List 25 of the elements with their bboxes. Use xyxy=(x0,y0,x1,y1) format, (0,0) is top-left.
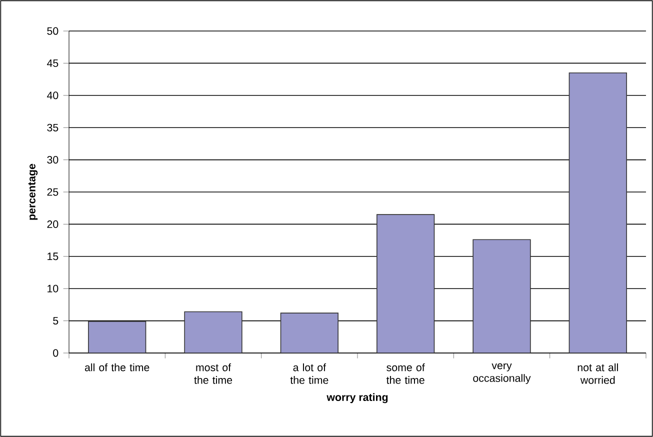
x-axis-title: worry rating xyxy=(326,393,388,404)
y-tick-label: 45 xyxy=(46,59,58,67)
x-tick-label: all of the time xyxy=(84,363,150,372)
y-tick-label: 5 xyxy=(53,317,58,325)
y-tick-label: 0 xyxy=(53,349,58,357)
bar xyxy=(568,72,627,353)
y-tick-label: 35 xyxy=(47,124,58,132)
x-tick-label: a lot of the time xyxy=(290,363,328,384)
y-tick-label: 50 xyxy=(47,27,58,35)
x-tick-label: very occasionally xyxy=(473,363,531,384)
bar xyxy=(376,214,435,353)
y-tick-label: 10 xyxy=(48,284,58,292)
y-tick-label: 25 xyxy=(47,188,58,196)
x-tick-label: some of the time xyxy=(386,363,425,384)
y-tick-label: 40 xyxy=(46,92,58,100)
bar xyxy=(88,321,146,353)
bar xyxy=(184,311,242,353)
x-tick-label: not at all worried xyxy=(578,363,618,384)
bar xyxy=(280,312,338,353)
y-tick-label: 30 xyxy=(47,156,58,164)
x-tick-label: most of the time xyxy=(194,363,232,384)
bar xyxy=(472,239,531,353)
y-axis-title: percentage xyxy=(28,164,38,220)
y-tick-label: 20 xyxy=(47,220,58,228)
y-tick-label: 15 xyxy=(48,252,58,260)
